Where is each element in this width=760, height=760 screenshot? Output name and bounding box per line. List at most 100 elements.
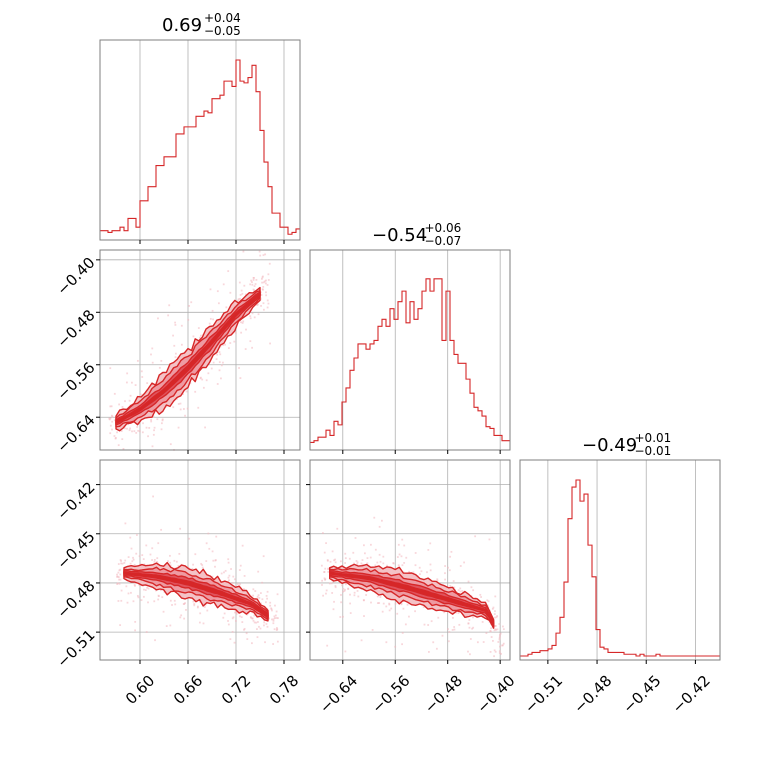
sample-point — [347, 588, 350, 590]
sample-point — [131, 430, 133, 433]
sample-point — [394, 645, 397, 648]
x-tick-label: 0.78 — [266, 672, 302, 708]
sample-point — [401, 564, 404, 567]
sample-point — [198, 621, 201, 624]
sample-point — [472, 589, 475, 592]
sample-point — [210, 367, 213, 370]
sample-point — [386, 564, 388, 567]
sample-point — [403, 562, 406, 564]
sample-point — [448, 569, 451, 572]
sample-point — [455, 611, 458, 614]
sample-point — [469, 653, 471, 656]
sample-point — [145, 544, 148, 547]
sample-point — [179, 527, 182, 530]
sample-point — [257, 313, 260, 316]
sample-point — [502, 625, 504, 628]
sample-point — [321, 584, 323, 586]
sample-point — [147, 587, 150, 590]
sample-point — [174, 356, 177, 359]
sample-point — [412, 571, 415, 574]
sample-point — [121, 406, 124, 408]
sample-point — [111, 415, 114, 418]
sample-point — [255, 278, 258, 281]
sample-point — [340, 601, 343, 604]
sample-point — [116, 575, 118, 578]
sample-point — [493, 613, 496, 616]
sample-point — [258, 597, 261, 599]
sample-point — [231, 581, 234, 584]
sample-point — [211, 309, 214, 312]
sample-point — [331, 592, 334, 594]
sample-point — [111, 420, 114, 423]
sample-point — [429, 569, 432, 572]
sample-point — [334, 561, 337, 564]
sample-point — [332, 608, 335, 611]
sample-point — [261, 288, 264, 291]
sample-point — [463, 561, 465, 564]
sample-point — [185, 390, 188, 393]
histogram-step-line — [520, 479, 720, 657]
sample-point — [405, 556, 408, 559]
sample-point — [265, 601, 267, 604]
sample-point — [109, 417, 112, 420]
sample-point — [113, 392, 116, 395]
sample-point — [108, 417, 111, 420]
sample-point — [199, 612, 202, 615]
sample-point — [173, 559, 176, 562]
sample-point — [390, 607, 393, 610]
sample-point — [262, 555, 265, 558]
sample-point — [237, 298, 240, 301]
x-tick-label: −0.42 — [669, 672, 714, 717]
sample-point — [167, 314, 170, 317]
sample-point — [266, 597, 269, 600]
sample-point — [205, 560, 208, 562]
sample-point — [422, 606, 425, 608]
sample-point — [169, 554, 171, 557]
sample-point — [245, 632, 248, 635]
sample-point — [341, 584, 343, 587]
x-tick-label: 0.72 — [218, 672, 254, 708]
sample-point — [336, 527, 339, 530]
sample-point — [109, 405, 112, 408]
sample-point — [264, 253, 267, 256]
sample-point — [423, 623, 426, 626]
sample-point — [234, 331, 237, 334]
sample-point — [113, 419, 116, 422]
sample-point — [240, 331, 243, 334]
sample-point — [251, 283, 254, 286]
sample-point — [334, 585, 337, 587]
sample-point — [254, 283, 257, 285]
sample-point — [116, 431, 118, 434]
sample-point — [492, 639, 494, 642]
sample-point — [334, 586, 337, 589]
posterior-title-3: −0.49 — [582, 435, 637, 456]
sample-point — [322, 594, 325, 597]
sample-point — [235, 611, 237, 614]
panel-background — [100, 40, 300, 240]
posterior-title-2: −0.54 — [372, 225, 427, 246]
panel-border — [309, 249, 511, 451]
sample-point — [401, 643, 403, 646]
sample-point — [474, 596, 477, 599]
sample-point — [201, 564, 204, 566]
sample-point — [253, 316, 256, 319]
sample-point — [265, 279, 267, 282]
sample-point — [494, 628, 497, 631]
sample-point — [173, 599, 176, 602]
sample-point — [374, 564, 377, 567]
sample-point — [498, 623, 501, 625]
sample-point — [179, 616, 182, 619]
x-tick-label: −0.56 — [368, 672, 413, 717]
panel-background — [520, 460, 720, 660]
sample-point — [188, 305, 191, 307]
sample-point — [340, 594, 342, 596]
sample-point — [444, 572, 446, 575]
sample-point — [262, 285, 265, 288]
sample-point — [257, 570, 260, 573]
sample-point — [472, 626, 475, 629]
sample-point — [353, 562, 355, 565]
sample-point — [239, 293, 242, 296]
sample-point — [126, 372, 129, 375]
sample-point — [354, 537, 357, 539]
sample-point — [479, 593, 482, 596]
